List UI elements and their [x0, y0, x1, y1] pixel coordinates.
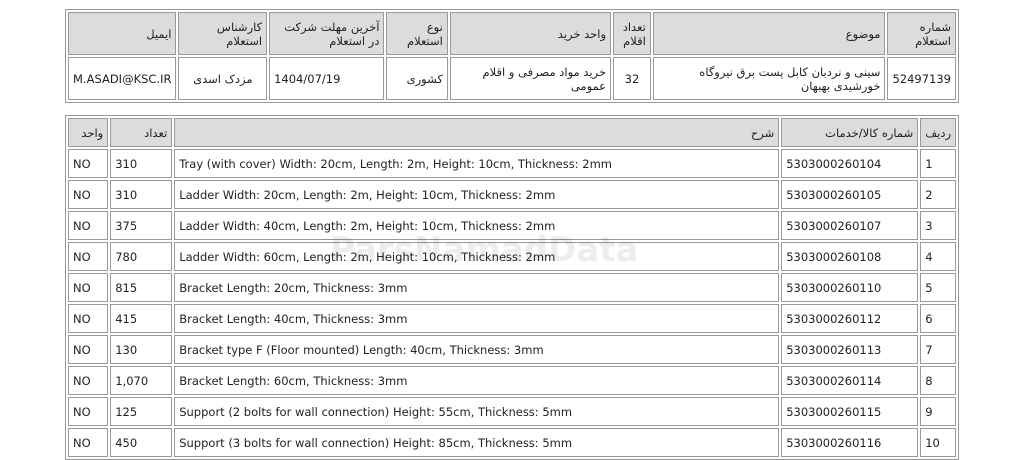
- item-quantity: 310: [110, 180, 173, 209]
- inquiry-purchase-unit: خرید مواد مصرفی و اقلام عمومی: [449, 57, 612, 100]
- header-unit: واحد: [68, 118, 109, 147]
- item-unit: NO: [68, 149, 109, 178]
- header-expert: کارشناس استعلام: [178, 12, 268, 55]
- item-unit: NO: [68, 304, 109, 333]
- item-code: 5303000260112: [781, 304, 919, 333]
- item-description: Bracket Length: 40cm, Thickness: 3mm: [174, 304, 780, 333]
- items-table: ردیف شماره کالا/خدمات شرح تعداد واحد 1 53…: [65, 115, 959, 460]
- item-code: 5303000260116: [781, 428, 919, 457]
- inquiry-deadline: 1404/07/19: [269, 57, 385, 100]
- header-number: شماره استعلام: [887, 12, 956, 55]
- table-row: 1 5303000260104 Tray (with cover) Width: 2…: [68, 149, 956, 178]
- header-item-code: شماره کالا/خدمات: [781, 118, 919, 147]
- item-code: 5303000260114: [781, 366, 919, 395]
- row-number: 4: [920, 242, 956, 271]
- item-code: 5303000260104: [781, 149, 919, 178]
- inquiry-item-count: 32: [613, 57, 651, 100]
- item-quantity: 130: [110, 335, 173, 364]
- item-quantity: 375: [110, 211, 173, 240]
- table-row: 6 5303000260112 Bracket Length: 40cm, Thic…: [68, 304, 956, 333]
- table-row: 5 5303000260110 Bracket Length: 20cm, Thic…: [68, 273, 956, 302]
- table-row: 8 5303000260114 Bracket Length: 60cm, Thic…: [68, 366, 956, 395]
- item-unit: NO: [68, 428, 109, 457]
- header-subject: موضوع: [652, 12, 886, 55]
- table-row: 2 5303000260105 Ladder Width: 20cm, Length…: [68, 180, 956, 209]
- header-row-number: ردیف: [920, 118, 956, 147]
- item-quantity: 1,070: [110, 366, 173, 395]
- header-purchase-unit: واحد خرید: [449, 12, 612, 55]
- header-email: ایمیل: [68, 12, 177, 55]
- item-quantity: 125: [110, 397, 173, 426]
- item-unit: NO: [68, 211, 109, 240]
- item-code: 5303000260115: [781, 397, 919, 426]
- table-row: 3 5303000260107 Ladder Width: 40cm, Length…: [68, 211, 956, 240]
- item-code: 5303000260113: [781, 335, 919, 364]
- item-unit: NO: [68, 397, 109, 426]
- item-code: 5303000260105: [781, 180, 919, 209]
- row-number: 5: [920, 273, 956, 302]
- item-description: Ladder Width: 20cm, Length: 2m, Height: …: [174, 180, 780, 209]
- item-description: Support (3 bolts for wall connection) He…: [174, 428, 780, 457]
- inquiry-subject: سینی و نردبان کابل پست برق نیروگاه خورشی…: [652, 57, 886, 100]
- item-code: 5303000260110: [781, 273, 919, 302]
- item-description: Bracket Length: 20cm, Thickness: 3mm: [174, 273, 780, 302]
- item-quantity: 780: [110, 242, 173, 271]
- table-row: 9 5303000260115 Support (2 bolts for wall …: [68, 397, 956, 426]
- item-quantity: 450: [110, 428, 173, 457]
- item-quantity: 815: [110, 273, 173, 302]
- inquiry-number: 52497139: [887, 57, 956, 100]
- item-unit: NO: [68, 273, 109, 302]
- item-quantity: 310: [110, 149, 173, 178]
- inquiry-type: کشوری: [386, 57, 448, 100]
- row-number: 1: [920, 149, 956, 178]
- item-description: Bracket type F (Floor mounted) Length: 4…: [174, 335, 780, 364]
- inquiry-row: 52497139 سینی و نردبان کابل پست برق نیرو…: [68, 57, 956, 100]
- header-type: نوع استعلام: [386, 12, 448, 55]
- header-description: شرح: [174, 118, 780, 147]
- row-number: 9: [920, 397, 956, 426]
- inquiry-header-row: شماره استعلام موضوع تعداد اقلام واحد خری…: [68, 12, 956, 55]
- item-description: Bracket Length: 60cm, Thickness: 3mm: [174, 366, 780, 395]
- header-quantity: تعداد: [110, 118, 173, 147]
- row-number: 8: [920, 366, 956, 395]
- inquiry-email[interactable]: M.ASADI@KSC.IR: [68, 57, 177, 100]
- row-number: 3: [920, 211, 956, 240]
- table-row: 10 5303000260116 Support (3 bolts for wall…: [68, 428, 956, 457]
- item-code: 5303000260108: [781, 242, 919, 271]
- item-unit: NO: [68, 335, 109, 364]
- items-header-row: ردیف شماره کالا/خدمات شرح تعداد واحد: [68, 118, 956, 147]
- item-unit: NO: [68, 242, 109, 271]
- row-number: 2: [920, 180, 956, 209]
- row-number: 7: [920, 335, 956, 364]
- item-description: Ladder Width: 60cm, Length: 2m, Height: …: [174, 242, 780, 271]
- item-unit: NO: [68, 180, 109, 209]
- header-item-count: تعداد اقلام: [613, 12, 651, 55]
- item-quantity: 415: [110, 304, 173, 333]
- inquiry-expert: مزدک اسدی: [178, 57, 268, 100]
- table-row: 4 5303000260108 Ladder Width: 60cm, Length…: [68, 242, 956, 271]
- item-unit: NO: [68, 366, 109, 395]
- item-code: 5303000260107: [781, 211, 919, 240]
- inquiry-table: شماره استعلام موضوع تعداد اقلام واحد خری…: [65, 9, 959, 103]
- header-deadline: آخرین مهلت شرکت در استعلام: [269, 12, 385, 55]
- item-description: Ladder Width: 40cm, Length: 2m, Height: …: [174, 211, 780, 240]
- table-row: 7 5303000260113 Bracket type F (Floor moun…: [68, 335, 956, 364]
- row-number: 6: [920, 304, 956, 333]
- item-description: Support (2 bolts for wall connection) He…: [174, 397, 780, 426]
- item-description: Tray (with cover) Width: 20cm, Length: 2…: [174, 149, 780, 178]
- row-number: 10: [920, 428, 956, 457]
